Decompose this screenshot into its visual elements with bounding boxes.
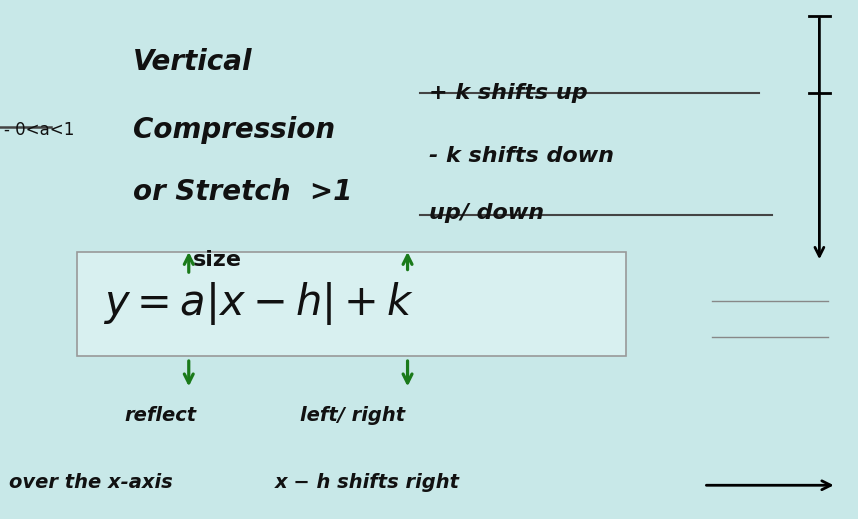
Text: Vertical: Vertical <box>133 48 252 76</box>
Text: left/ right: left/ right <box>300 406 406 425</box>
Text: or Stretch  >1: or Stretch >1 <box>133 178 353 206</box>
Text: size: size <box>193 250 242 269</box>
Text: over the x-axis: over the x-axis <box>9 473 172 492</box>
Text: - k shifts down: - k shifts down <box>429 146 614 166</box>
Text: x − h shifts right: x − h shifts right <box>275 473 460 492</box>
Text: up/ down: up/ down <box>429 203 544 223</box>
Text: $y = a|x - h| + k$: $y = a|x - h| + k$ <box>103 280 414 327</box>
Text: + k shifts up: + k shifts up <box>429 84 588 103</box>
Text: - 0<a<1: - 0<a<1 <box>4 121 75 139</box>
Bar <box>77 252 626 356</box>
Text: reflect: reflect <box>124 406 196 425</box>
Text: Compression: Compression <box>133 116 335 144</box>
